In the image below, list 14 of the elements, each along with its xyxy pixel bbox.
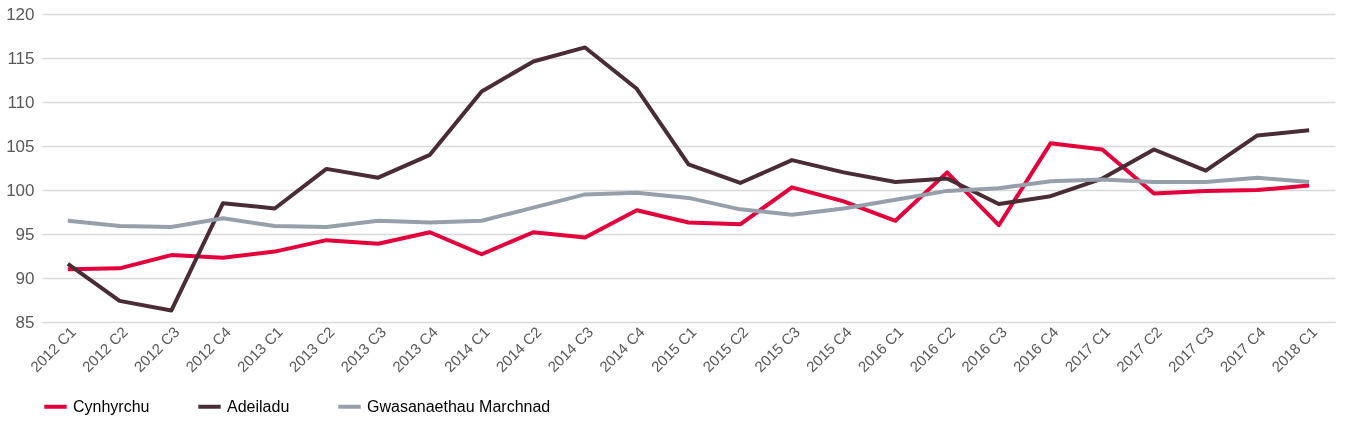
y-tick-label: 85 xyxy=(15,312,35,332)
y-tick-label: 100 xyxy=(6,180,35,200)
legend-label: Gwasanaethau Marchnad xyxy=(367,397,551,415)
y-tick-label: 95 xyxy=(15,224,35,244)
line-series xyxy=(65,175,1312,229)
line-series xyxy=(65,141,1312,272)
y-tick-label: 120 xyxy=(6,4,35,24)
y-tick-label: 115 xyxy=(7,48,35,68)
y-tick-label: 105 xyxy=(6,136,35,156)
legend-label: Cynhyrchu xyxy=(73,397,150,415)
y-tick-label: 90 xyxy=(15,268,35,288)
y-tick-label: 110 xyxy=(7,92,35,112)
legend-label: Adeiladu xyxy=(227,397,290,415)
line-series xyxy=(65,45,1312,313)
